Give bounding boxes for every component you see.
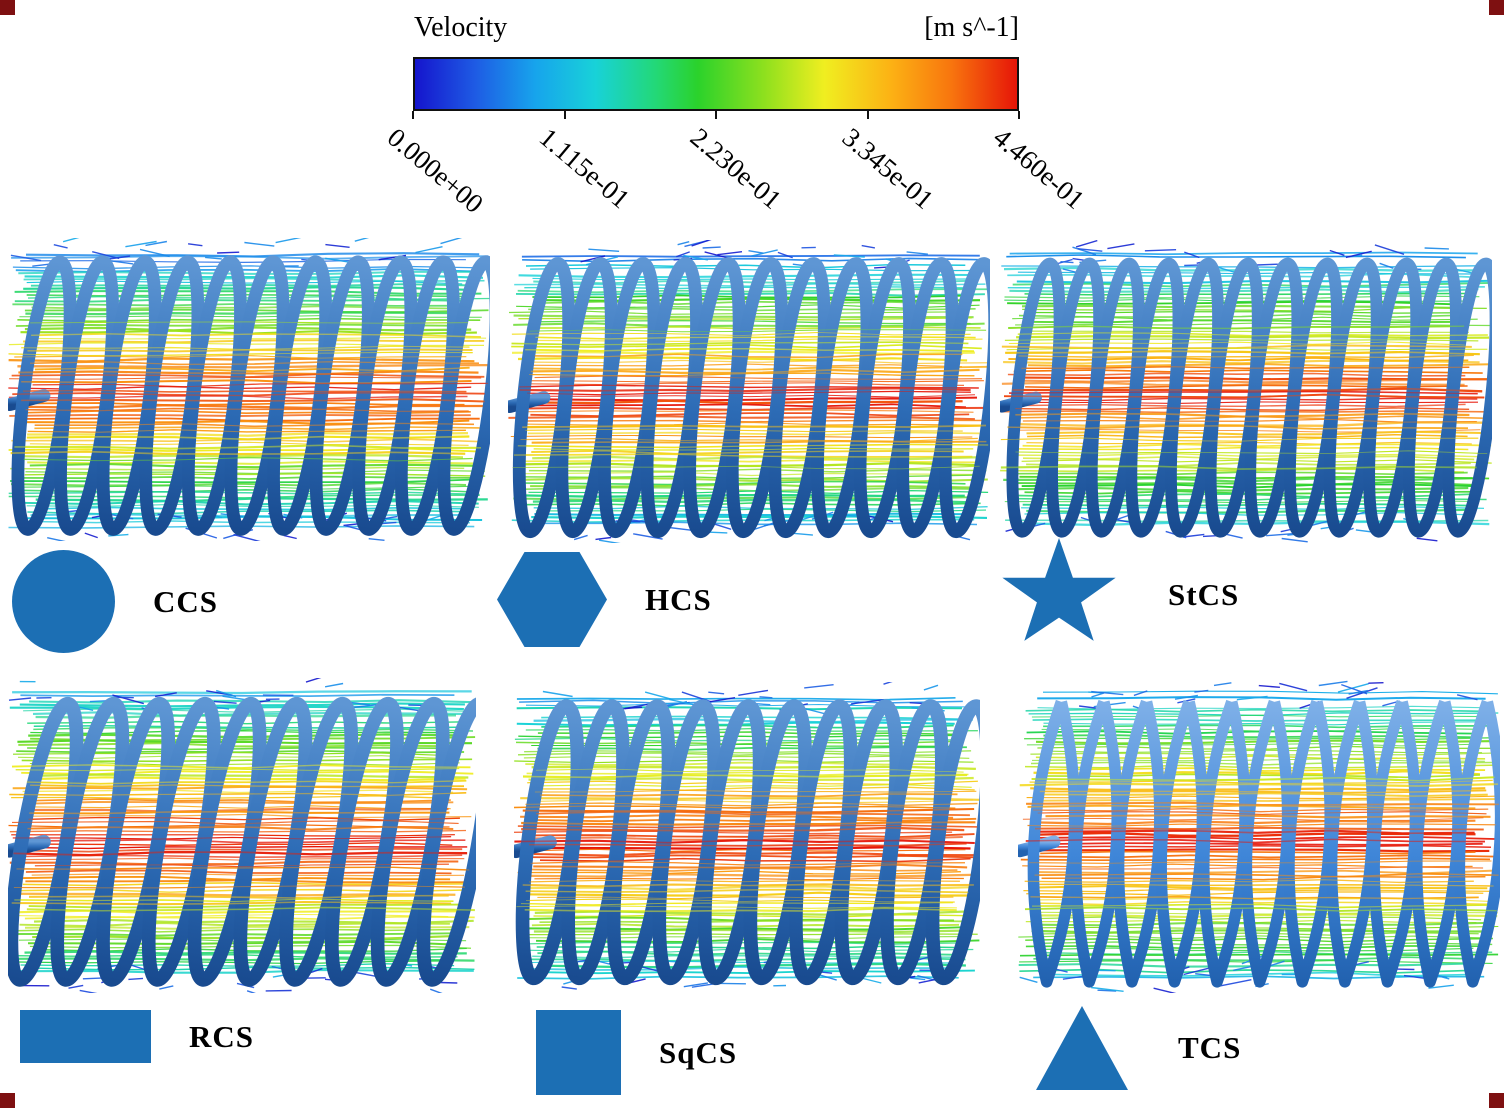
- circle-icon: [12, 550, 115, 653]
- colorbar-tick-mark: [1018, 111, 1020, 119]
- legend-stcs: StCS: [1000, 538, 1239, 651]
- legend-sqcs: SqCS: [536, 1010, 737, 1095]
- panel-sqcs-flow: [514, 682, 980, 990]
- colorbar-tick-label: 4.460e-01: [987, 122, 1091, 215]
- corner-marker: [1489, 1093, 1504, 1108]
- colorbar-tick-mark: [563, 111, 566, 119]
- legend-tcs: TCS: [1036, 1006, 1241, 1090]
- colorbar-tick-label: 3.345e-01: [836, 122, 939, 215]
- panel-hcs-flow: [508, 240, 990, 543]
- panel-tcs-flow: [1018, 678, 1500, 993]
- colorbar-gradient: [413, 57, 1019, 111]
- star-icon: [1002, 538, 1116, 641]
- panel-label-ccs: CCS: [153, 583, 219, 619]
- colorbar-tick-mark: [715, 111, 717, 119]
- panel-ccs-flow: [8, 238, 490, 541]
- panel-stcs-flow: [1000, 240, 1492, 543]
- panel-label-rcs: RCS: [189, 1018, 255, 1054]
- legend-rcs: RCS: [20, 1010, 254, 1063]
- panel-rcs-flow: [8, 678, 476, 993]
- colorbar-tick-label: 1.115e-01: [533, 122, 636, 215]
- corner-marker: [0, 0, 15, 15]
- colorbar-title: Velocity: [414, 12, 508, 43]
- colorbar-tick-mark: [412, 111, 414, 119]
- corner-marker: [0, 1093, 15, 1108]
- panel-label-hcs: HCS: [645, 581, 712, 617]
- rectangle-icon: [20, 1010, 151, 1063]
- legend-hcs: HCS: [497, 552, 712, 647]
- panel-label-tcs: TCS: [1178, 1030, 1242, 1065]
- panel-label-sqcs: SqCS: [659, 1034, 738, 1070]
- colorbar-tick-mark: [866, 111, 869, 119]
- colorbar-units: [m s^-1]: [924, 12, 1019, 43]
- legend-ccs: CCS: [12, 550, 218, 653]
- hexagon-icon: [497, 552, 607, 647]
- square-icon: [536, 1010, 621, 1095]
- corner-marker: [1489, 0, 1504, 15]
- panel-label-stcs: StCS: [1168, 576, 1240, 612]
- colorbar-tick-label: 0.000e+00: [381, 122, 490, 219]
- triangle-icon: [1036, 1006, 1128, 1090]
- colorbar-tick-label: 2.230e-01: [684, 122, 788, 215]
